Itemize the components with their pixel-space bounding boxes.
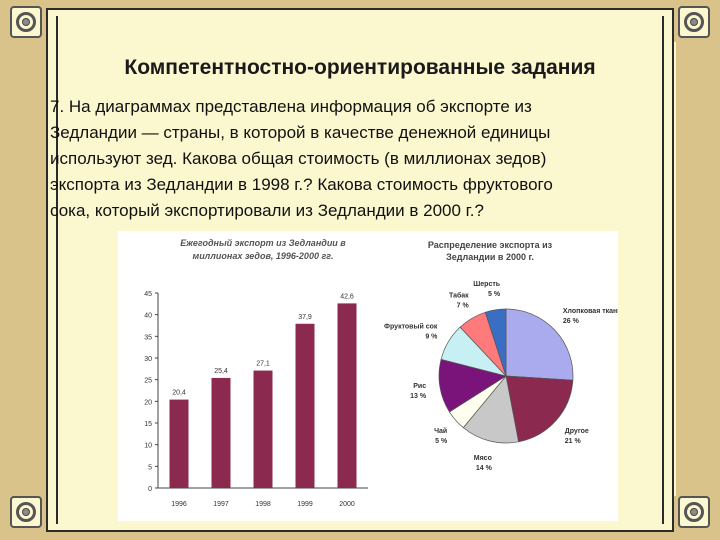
task-line: используют зед. Какова общая стоимость (…: [50, 149, 547, 168]
pie-slice-percent: 14 %: [476, 465, 493, 472]
bar-category-label: 2000: [339, 501, 355, 508]
task-line: экспорта из Зедландии в 1998 г.? Какова …: [50, 175, 553, 194]
bar-y-tick-label: 45: [144, 291, 152, 298]
bar-value-label: 20,4: [172, 390, 186, 397]
bar-value-label: 27,1: [256, 361, 270, 368]
bar-y-tick-label: 40: [144, 313, 152, 320]
bar: [295, 323, 315, 488]
charts-svg: Ежегодный экспорт из Зедландии в миллиона…: [144, 238, 618, 508]
pie-slice: [438, 358, 507, 413]
pie-slice-percent: 26 %: [563, 318, 580, 325]
pie-slice-label: Шерсть: [473, 281, 501, 288]
pie-slice: [484, 308, 507, 377]
bar-value-label: 37,9: [298, 314, 312, 321]
bar-y-tick-label: 20: [144, 399, 152, 406]
pie-slice-percent: 7 %: [457, 302, 470, 309]
bar-y-tick-label: 25: [144, 378, 152, 385]
bar-chart-title: Ежегодный экспорт из Зедландии в: [180, 238, 346, 248]
bar-value-label: 42,6: [340, 293, 354, 300]
frame-inner-line-right: [662, 16, 664, 524]
bar: [211, 377, 231, 488]
bar-value-label: 25,4: [214, 368, 228, 375]
bar-category-label: 1996: [171, 501, 187, 508]
pie-slice-label: Хлопковая ткань: [563, 308, 618, 315]
pie-slice-label: Фруктовый сок: [384, 323, 438, 331]
pie-slice-label: Мясо: [474, 455, 492, 462]
left-border-strip: [0, 0, 46, 540]
rivet-icon-top-right: [678, 6, 710, 38]
pie-slice: [505, 308, 574, 381]
pie-slice-label: Табак: [449, 291, 469, 299]
bar: [253, 370, 273, 488]
bar-y-tick-label: 15: [144, 421, 152, 428]
pie-slice-percent: 5 %: [435, 438, 448, 445]
pie-chart-title: Распределение экспорта из: [428, 240, 553, 250]
pie-slice-percent: 21 %: [565, 438, 582, 445]
bar-y-tick-label: 0: [148, 486, 152, 493]
pie-slice: [505, 375, 574, 443]
bar-chart-title: миллионах зедов, 1996-2000 гг.: [193, 251, 334, 261]
bar-y-tick-label: 35: [144, 334, 152, 341]
rivet-icon-bottom-right: [678, 496, 710, 528]
bar-category-label: 1999: [297, 501, 313, 508]
pie-slice-label: Рис: [413, 383, 426, 390]
bar-category-label: 1997: [213, 501, 229, 508]
frame-inner-line-left: [56, 16, 58, 524]
bar: [337, 303, 357, 488]
pie-slice-label: Чай: [434, 427, 447, 435]
pie-slice-label: Другое: [565, 428, 589, 435]
pie-slice-percent: 13 %: [410, 393, 427, 400]
task-line: 7. На диаграммах представлена информация…: [50, 97, 532, 116]
slide-title: Компетентностно-ориентированные задания: [124, 56, 596, 79]
pie-chart-title: Зедландии в 2000 г.: [446, 252, 534, 262]
charts-panel: Ежегодный экспорт из Зедландии в миллиона…: [118, 231, 618, 521]
bar-y-tick-label: 30: [144, 356, 152, 363]
task-line: сока, который экспортировали из Зедланди…: [50, 201, 484, 220]
pie-slice: [462, 375, 519, 444]
right-border-strip: [676, 0, 720, 540]
pie-slice-percent: 9 %: [425, 334, 438, 341]
bar-y-tick-label: 10: [144, 443, 152, 450]
pie-slice-percent: 5 %: [488, 291, 501, 298]
rivet-icon-top-left: [10, 6, 42, 38]
rivet-icon-bottom-left: [10, 496, 42, 528]
task-text: 7. На диаграммах представлена информация…: [50, 94, 670, 224]
task-line: Зедландии — страны, в которой в качестве…: [50, 123, 551, 142]
bar-category-label: 1998: [255, 501, 271, 508]
bar-y-tick-label: 5: [148, 464, 152, 471]
bar: [169, 399, 189, 488]
